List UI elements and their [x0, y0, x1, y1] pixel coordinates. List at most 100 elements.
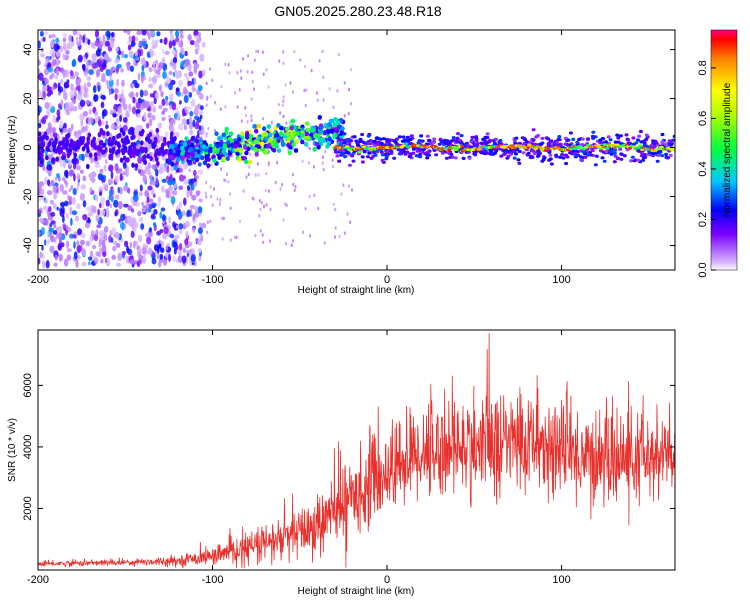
spectrogram-cell	[48, 34, 52, 39]
spectrogram-cell	[194, 206, 199, 212]
spectrogram-cell	[251, 79, 254, 84]
spectrogram-cell	[612, 160, 617, 164]
spectrogram-cell	[103, 233, 108, 242]
spectrogram-cell	[209, 67, 211, 71]
spectrogram-cell	[602, 159, 607, 163]
spectrogram-cell	[167, 77, 170, 85]
spectrogram-cell	[102, 34, 106, 43]
spectrogram-cell	[548, 157, 553, 161]
spectrogram-cell	[663, 142, 668, 146]
spectrogram-cell	[343, 155, 347, 159]
spectrogram-cell	[83, 91, 88, 98]
spectrogram-cell	[284, 126, 290, 132]
spectrogram-cell	[188, 180, 194, 186]
spectrogram-cell	[134, 163, 139, 169]
spectrogram-cell	[214, 131, 219, 137]
spectrogram-cell	[143, 89, 149, 97]
spectrogram-cell	[47, 61, 52, 68]
spectrogram-cell	[138, 41, 143, 47]
spectrogram-cell	[94, 39, 101, 47]
spectrogram-cell	[222, 216, 225, 221]
spectrogram-cell	[47, 179, 51, 187]
spectrogram-cell	[85, 124, 88, 132]
spectrogram-cell	[205, 103, 208, 107]
x-tick-label: -100	[202, 274, 224, 286]
spectrogram-cell	[473, 153, 478, 157]
spectrogram-cell	[337, 148, 342, 152]
spectrogram-cell	[53, 43, 59, 52]
spectrogram-cell	[63, 258, 69, 267]
spectrogram-cell	[461, 156, 466, 160]
spectrogram-cell	[183, 89, 189, 95]
spectrogram-cell	[499, 154, 504, 158]
spectrogram-cell	[265, 68, 268, 72]
spectrogram-cell	[137, 156, 143, 164]
spectrogram-cell	[439, 140, 444, 144]
spectrogram-cell	[261, 233, 264, 237]
spectrogram-cell	[100, 101, 105, 109]
spectrogram-cell	[350, 67, 353, 72]
spectrogram-cell	[268, 239, 271, 243]
spectrogram-cell	[197, 169, 204, 175]
spectrogram-cell	[540, 136, 545, 140]
spectrogram-cell	[282, 114, 285, 119]
spectrogram-cell	[190, 156, 196, 161]
spectrogram-cell	[394, 137, 399, 141]
spectrogram-cell	[340, 192, 343, 196]
spectrogram-cell	[50, 72, 55, 79]
spectrogram-cell	[58, 231, 63, 239]
spectrogram-cell	[82, 64, 86, 72]
spectrogram-cell	[138, 191, 144, 197]
spectrogram-cell	[76, 184, 79, 191]
spectrogram-cell	[630, 155, 635, 159]
spectrogram-cell	[98, 239, 102, 246]
spectrogram-cell	[173, 165, 178, 171]
spectrogram-cell	[146, 153, 150, 159]
spectrogram-cell	[217, 136, 222, 141]
spectrogram-cell	[467, 156, 472, 160]
spectrogram-cell	[43, 115, 48, 120]
spectrogram-cell	[191, 87, 196, 92]
spectrogram-cell	[73, 173, 76, 182]
spectrogram-cell	[289, 125, 294, 131]
spectrogram-cell	[139, 89, 144, 98]
spectrogram-cell	[38, 155, 42, 161]
spectrogram-cell	[121, 222, 125, 231]
spectrogram-cell	[147, 208, 152, 213]
spectrogram-cell	[135, 108, 141, 114]
spectrogram-cell	[77, 31, 81, 36]
spectrogram-cell	[74, 216, 79, 222]
spectrogram-cell	[420, 139, 425, 143]
spectrogram-cell	[77, 94, 81, 100]
spectrogram-cell	[94, 163, 101, 168]
spectrogram-cell	[95, 49, 101, 57]
spectrogram-cell	[126, 157, 130, 163]
spectrogram-cell	[317, 115, 322, 120]
spectrogram-cell	[264, 132, 269, 137]
spectrogram-cell	[238, 88, 241, 92]
spectrogram-cell	[301, 159, 304, 164]
spectrogram-cell	[73, 152, 78, 158]
spectrogram-cell	[187, 80, 193, 86]
spectrogram-cell	[123, 203, 129, 208]
spectrogram-cell	[122, 116, 128, 123]
spectrogram-cell	[265, 171, 268, 176]
spectrogram-cell	[76, 240, 80, 246]
spectrogram-cell	[108, 79, 114, 87]
spectrogram-cell	[139, 184, 143, 192]
spectrogram-cell	[55, 59, 60, 64]
spectrogram-cell	[594, 154, 599, 158]
spectrogram-cell	[656, 153, 661, 157]
spectrogram-cell	[66, 254, 72, 261]
spectrogram-cell	[92, 244, 97, 250]
spectrogram-cell	[338, 234, 341, 239]
spectrogram-cell	[483, 141, 488, 145]
spectrogram-cell	[62, 190, 68, 195]
spectrogram-cell	[308, 161, 310, 165]
spectrogram-cell	[162, 136, 167, 143]
spectrogram-cell	[243, 159, 249, 165]
spectrogram-cell	[47, 238, 50, 244]
spectrogram-cell	[563, 142, 568, 146]
spectrogram-cell	[261, 50, 264, 54]
spectrogram-cell	[655, 159, 660, 163]
